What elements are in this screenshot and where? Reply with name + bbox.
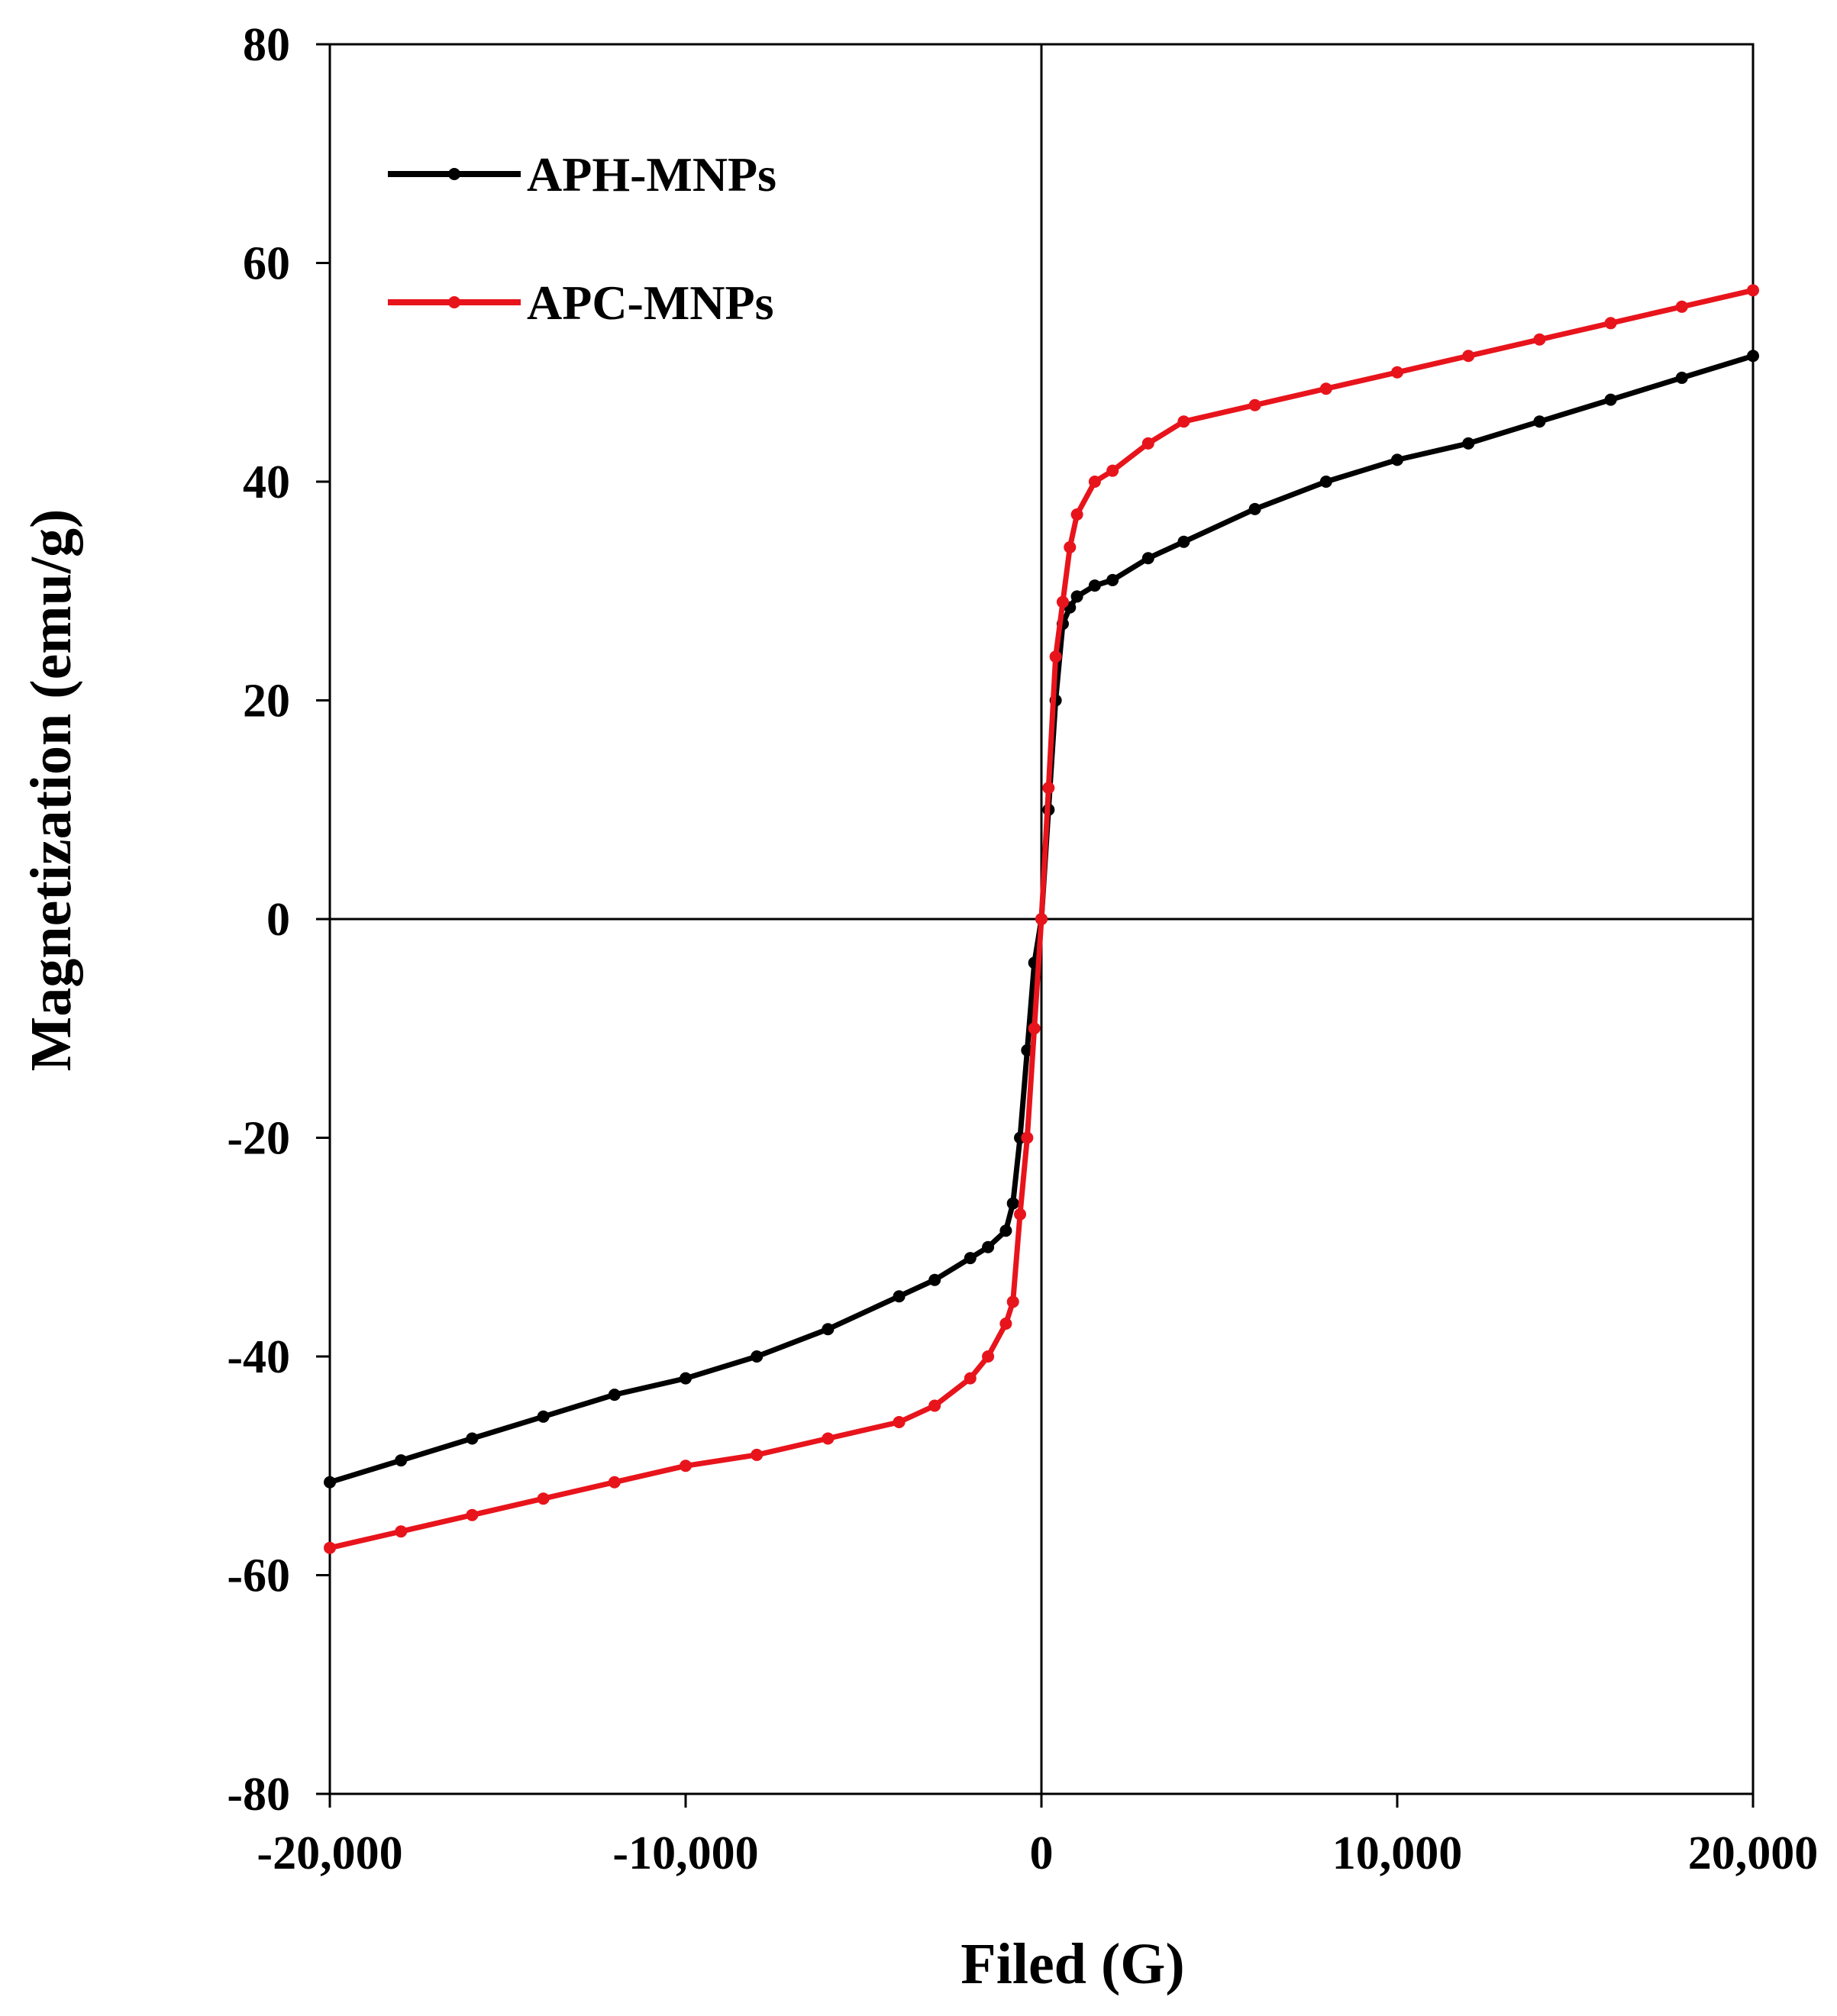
y-tick-label: 60 (243, 238, 290, 290)
data-point-aph-mnps (680, 1372, 692, 1385)
data-point-aph-mnps (324, 1476, 336, 1489)
data-point-apc-mnps (1675, 300, 1688, 313)
data-point-apc-mnps (1021, 1131, 1034, 1144)
y-tick-label: -80 (227, 1769, 290, 1821)
x-tick-label: -20,000 (257, 1827, 402, 1879)
data-point-aph-mnps (822, 1323, 835, 1336)
data-point-aph-mnps (1462, 437, 1475, 450)
data-point-apc-mnps (395, 1525, 408, 1538)
y-tick-label: 20 (243, 676, 290, 727)
data-point-apc-mnps (982, 1350, 995, 1363)
legend-label-aph-mnps: APH-MNPs (527, 147, 776, 202)
data-point-aph-mnps (1248, 502, 1261, 515)
data-point-apc-mnps (822, 1432, 835, 1445)
data-point-aph-mnps (1675, 371, 1688, 384)
data-point-aph-mnps (1533, 415, 1546, 428)
data-point-apc-mnps (1088, 476, 1101, 488)
x-tick-label: 0 (1030, 1827, 1054, 1879)
data-point-apc-mnps (1056, 595, 1069, 608)
data-point-apc-mnps (608, 1476, 621, 1489)
series-apc-mnps (324, 284, 1759, 1554)
data-point-apc-mnps (1006, 1295, 1019, 1308)
data-point-aph-mnps (1319, 476, 1332, 488)
data-point-aph-mnps (893, 1290, 906, 1303)
data-point-apc-mnps (1028, 1022, 1041, 1035)
data-point-apc-mnps (1064, 540, 1077, 553)
x-tick-label: 20,000 (1688, 1827, 1819, 1879)
data-point-aph-mnps (537, 1410, 550, 1423)
data-point-aph-mnps (1177, 535, 1190, 548)
data-point-apc-mnps (1014, 1208, 1027, 1221)
data-point-aph-mnps (999, 1224, 1012, 1237)
data-point-apc-mnps (1177, 415, 1190, 428)
data-point-apc-mnps (964, 1372, 977, 1385)
data-point-aph-mnps (1106, 573, 1119, 586)
data-point-aph-mnps (982, 1240, 995, 1253)
data-point-aph-mnps (466, 1432, 479, 1445)
x-axis-title: Filed (G) (960, 1932, 1184, 1996)
y-tick-label: 0 (266, 894, 290, 946)
data-point-apc-mnps (928, 1399, 941, 1412)
data-point-aph-mnps (751, 1350, 764, 1363)
y-tick-label: 80 (243, 19, 290, 71)
data-point-apc-mnps (1248, 398, 1261, 411)
y-tick-label: -20 (227, 1113, 290, 1165)
data-point-apc-mnps (893, 1415, 906, 1428)
x-axis: -20,000 -10,000 0 10,000 20,000 (257, 1794, 1818, 1879)
data-point-aph-mnps (1088, 579, 1101, 592)
data-point-aph-mnps (1391, 453, 1403, 466)
data-point-apc-mnps (751, 1448, 764, 1461)
data-point-apc-mnps (1462, 350, 1475, 363)
legend: APH-MNPs APC-MNPs (388, 147, 776, 330)
data-point-aph-mnps (395, 1454, 408, 1467)
data-point-aph-mnps (1006, 1197, 1019, 1210)
data-point-aph-mnps (928, 1273, 941, 1286)
data-point-apc-mnps (1035, 913, 1048, 925)
data-point-apc-mnps (1042, 782, 1055, 795)
data-point-aph-mnps (1747, 350, 1759, 363)
data-point-apc-mnps (537, 1492, 550, 1505)
y-axis: 80 60 40 20 0 -20 -40 -60 -80 (227, 19, 330, 1821)
x-tick-label: -10,000 (612, 1827, 758, 1879)
y-axis-title: Magnetization (emu/g) (19, 509, 83, 1072)
legend-marker-aph-mnps (448, 168, 460, 180)
data-point-apc-mnps (466, 1508, 479, 1521)
data-point-apc-mnps (1533, 333, 1546, 346)
data-point-apc-mnps (680, 1460, 692, 1472)
data-point-apc-mnps (1391, 366, 1403, 379)
data-point-apc-mnps (324, 1541, 336, 1554)
data-point-apc-mnps (1141, 437, 1154, 450)
data-point-apc-mnps (1604, 317, 1617, 330)
data-point-apc-mnps (999, 1318, 1012, 1331)
data-point-aph-mnps (1604, 393, 1617, 406)
y-tick-label: 40 (243, 456, 290, 508)
data-point-apc-mnps (1747, 284, 1759, 297)
y-tick-label: -60 (227, 1550, 290, 1602)
data-point-apc-mnps (1049, 650, 1062, 663)
data-point-aph-mnps (608, 1389, 621, 1402)
data-point-apc-mnps (1106, 464, 1119, 477)
legend-marker-apc-mnps (448, 296, 460, 308)
series-layer (324, 284, 1759, 1554)
legend-label-apc-mnps: APC-MNPs (527, 276, 773, 330)
data-point-apc-mnps (1319, 382, 1332, 395)
data-point-aph-mnps (1070, 590, 1083, 603)
y-tick-label: -40 (227, 1331, 290, 1383)
data-point-aph-mnps (1141, 552, 1154, 565)
data-point-aph-mnps (964, 1252, 977, 1265)
x-tick-label: 10,000 (1332, 1827, 1463, 1879)
data-point-apc-mnps (1070, 508, 1083, 521)
